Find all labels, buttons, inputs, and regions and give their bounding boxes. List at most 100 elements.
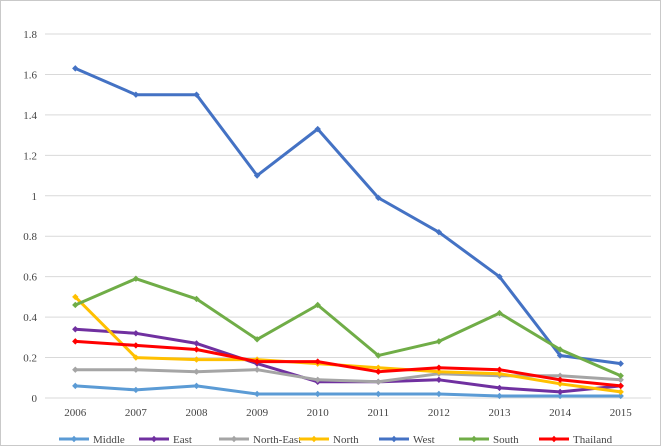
series-south — [72, 275, 624, 379]
data-point — [496, 309, 503, 317]
legend-marker — [150, 435, 158, 443]
data-point — [556, 388, 564, 396]
data-point — [72, 301, 79, 309]
legend: Middle East North-East North West South Thaila… — [59, 434, 613, 446]
legend-marker — [230, 435, 238, 443]
data-point — [617, 376, 624, 383]
y-tick-label: 0.8 — [23, 231, 37, 243]
data-point — [556, 352, 564, 359]
data-point — [435, 376, 443, 383]
legend-label: Middle — [93, 434, 125, 446]
y-axis-ticks: 0 0.2 0.4 0.6 0.8 1 1.2 1.4 1.6 1.8 — [23, 29, 37, 405]
data-point — [496, 384, 503, 392]
data-point — [617, 382, 624, 390]
x-tick-label: 2009 — [246, 407, 269, 419]
data-point — [314, 125, 321, 133]
data-point — [193, 295, 200, 303]
data-point — [72, 326, 79, 333]
data-point — [253, 172, 261, 179]
x-tick-label: 2007 — [125, 407, 148, 419]
data-point — [496, 370, 503, 377]
data-point — [496, 392, 503, 400]
legend-label: South — [493, 434, 519, 446]
data-point — [314, 301, 321, 309]
legend-item: East — [139, 434, 192, 446]
data-point — [556, 376, 564, 383]
data-point — [556, 346, 564, 353]
data-point — [253, 390, 261, 398]
y-tick-label: 0 — [32, 393, 38, 405]
legend-marker — [550, 435, 558, 443]
legend-item: South — [459, 434, 519, 446]
series-line — [73, 66, 623, 366]
data-point — [253, 366, 261, 373]
data-point — [132, 91, 140, 98]
y-tick-label: 0.2 — [23, 353, 37, 365]
data-point — [193, 368, 200, 375]
data-point — [556, 380, 564, 388]
x-tick-label: 2015 — [610, 407, 633, 419]
series-line — [73, 384, 623, 398]
legend-marker — [70, 435, 78, 443]
x-tick-label: 2008 — [186, 407, 209, 419]
data-point — [253, 336, 261, 343]
x-tick-label: 2006 — [64, 407, 87, 419]
x-tick-label: 2012 — [428, 407, 450, 419]
data-point — [193, 91, 200, 98]
data-point — [132, 275, 140, 282]
series-middle — [72, 382, 624, 400]
data-point — [375, 352, 382, 359]
legend-item: Thailand — [539, 434, 613, 446]
data-point — [617, 388, 624, 396]
data-point — [496, 273, 503, 280]
data-point — [556, 372, 564, 379]
legend-item: Middle — [59, 434, 125, 446]
data-point — [132, 366, 140, 373]
legend-label: North-East — [253, 434, 301, 446]
data-point — [72, 293, 79, 301]
y-tick-label: 1.6 — [23, 69, 37, 81]
legend-label: North — [333, 434, 359, 446]
series-thailand — [72, 338, 624, 390]
data-point — [496, 366, 503, 373]
data-point — [72, 366, 79, 373]
data-point — [193, 382, 200, 390]
series-west — [72, 65, 624, 367]
data-point — [435, 364, 443, 371]
data-point — [435, 390, 443, 398]
series-line — [73, 277, 623, 378]
legend-label: East — [173, 434, 192, 446]
data-point — [375, 194, 382, 201]
data-point — [375, 378, 382, 386]
legend-marker — [470, 435, 478, 443]
legend-label: West — [413, 434, 435, 446]
data-point — [132, 386, 140, 394]
legend-label: Thailand — [573, 434, 613, 446]
y-tick-label: 0.4 — [23, 312, 37, 324]
data-point — [314, 376, 321, 383]
legend-marker — [310, 435, 318, 443]
data-point — [72, 382, 79, 390]
data-point — [314, 390, 321, 398]
legend-marker — [390, 435, 398, 443]
data-point — [193, 340, 200, 347]
legend-item: North-East — [219, 434, 301, 446]
data-point — [435, 228, 443, 236]
data-point — [617, 392, 624, 400]
x-tick-label: 2013 — [489, 407, 512, 419]
data-point — [72, 338, 79, 345]
data-point — [375, 364, 382, 371]
data-point — [132, 354, 140, 361]
data-point — [253, 358, 261, 365]
data-point — [435, 368, 443, 375]
x-tick-label: 2010 — [307, 407, 330, 419]
y-tick-label: 0.6 — [23, 272, 37, 284]
data-point — [132, 330, 140, 337]
data-point — [193, 346, 200, 353]
data-point — [435, 338, 443, 345]
data-point — [375, 390, 382, 398]
x-tick-label: 2014 — [549, 407, 572, 419]
data-point — [617, 360, 624, 367]
